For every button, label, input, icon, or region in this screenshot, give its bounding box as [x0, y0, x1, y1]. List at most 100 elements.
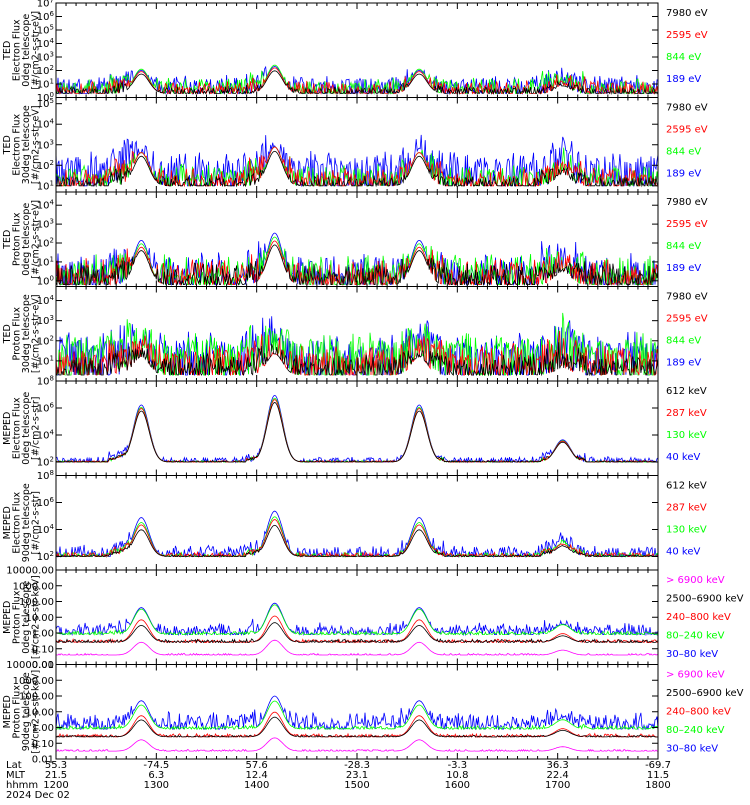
- panel-5-ylabel-line: Electron Flux: [12, 397, 23, 459]
- panel-7-series-black: [56, 622, 658, 644]
- panel-6-ytick-label: 108: [37, 469, 54, 482]
- panel-1-ytick-label: 107: [37, 0, 54, 10]
- panel-7-ylabel-line: [#/cm2-s-str-keV]: [31, 575, 42, 659]
- panel-1-legend-entry: 189 eV: [666, 74, 701, 85]
- panel-5-legend-entry: 40 keV: [666, 452, 700, 463]
- panel-7-legend-entry: 2500–6900 keV: [666, 594, 744, 605]
- panel-4-ylabel-line: 30deg telescope: [21, 294, 32, 373]
- footer-mlt-tick-label: 10.8: [446, 770, 468, 781]
- panel-7-series-magenta: [56, 639, 658, 656]
- panel-4-ylabel-line: Proton Flux: [12, 307, 23, 361]
- panel-2-legend-entry: 2595 eV: [666, 125, 708, 136]
- panel-5-ytick-label: 102: [37, 456, 54, 469]
- footer-date-label: 2024 Dec 02: [6, 790, 70, 800]
- panel-8-legend-entry: 2500–6900 keV: [666, 688, 744, 699]
- panel-3-ylabel-line: 0deg telescope: [21, 203, 32, 276]
- footer-mlt-tick-label: 11.5: [647, 770, 669, 781]
- panel-8-series-green: [56, 700, 658, 731]
- panel-1-ylabel-line: 0deg telescope: [21, 14, 32, 87]
- panel-6-frame: [55, 475, 659, 571]
- panel-2-ytick-label: 103: [37, 138, 54, 151]
- panel-7-legend-entry: 30–80 keV: [666, 649, 718, 660]
- panel-3-legend-entry: 189 eV: [666, 263, 701, 274]
- footer-time-tick-label: 1700: [545, 780, 570, 791]
- panel-2-series-blue: [56, 134, 658, 188]
- panel-7-ytick-label: 10.00: [25, 613, 54, 624]
- panel-3-ytick-label: 104: [37, 199, 55, 212]
- footer-time-tick-label: 1800: [645, 780, 670, 791]
- panel-2-ylabel-line: [#/cm2-s-str-eV]: [31, 105, 42, 184]
- panel-6-series-black: [56, 524, 658, 558]
- panel-6-legend-entry: 40 keV: [666, 547, 700, 558]
- panel-2-ylabel-line: Electron Flux: [12, 114, 23, 176]
- panel-8-ytick-label: 0.10: [32, 739, 54, 750]
- panel-2-legend-entry: 844 eV: [666, 147, 701, 158]
- panel-7-series-green: [56, 604, 658, 636]
- panel-8-ytick-label: 0.01: [32, 755, 54, 766]
- panel-3-legend-entry: 7980 eV: [666, 197, 708, 208]
- footer-mlt-tick-label: 22.4: [547, 770, 569, 781]
- panel-7-ytick-label: 1.00: [32, 629, 54, 640]
- panel-5-legend-entry: 130 keV: [666, 430, 707, 441]
- panel-1-ytick-label: 104: [37, 37, 55, 50]
- panel-5-ylabel-line: [#/cm2-s-str]: [31, 397, 42, 460]
- panel-1-ylabel-line: [#/cm2-s-str-eV]: [31, 11, 42, 90]
- panel-8-legend-entry: 240–800 keV: [666, 707, 731, 718]
- panel-1-ytick-label: 101: [37, 78, 54, 91]
- panel-4-ytick-label: 101: [37, 354, 54, 367]
- panel-7-ytick-label: 10000.00: [6, 566, 54, 577]
- panel-6-ylabel-line: Electron Flux: [12, 492, 23, 554]
- panel-4-ytick-label: 104: [37, 294, 55, 307]
- footer-axis: Lat MLT hhmm 2024 Dec 02 55.3 -74.5 57.6 -2…: [6, 760, 671, 801]
- panel-4-ylabel-line: [#/cm2-s-str-eV]: [31, 294, 42, 373]
- footer-time-tick-label: 1200: [43, 780, 68, 791]
- panel-8-ytick-label: 10.00: [25, 707, 54, 718]
- footer-mlt-tick-label: 21.5: [45, 770, 67, 781]
- panel-1-ytick-label: 103: [37, 51, 54, 64]
- footer-time-tick-label: 1500: [344, 780, 369, 791]
- panel-7-series-blue: [56, 602, 658, 637]
- panel-4-ytick-label: 103: [37, 314, 54, 327]
- panel-2-ytick-label: 104: [37, 118, 55, 131]
- footer-lat-tick-label: 57.6: [246, 760, 268, 771]
- panel-7-ylabel-line: 0deg telescope: [21, 581, 32, 654]
- footer-mlt-tick-label: 12.4: [246, 770, 268, 781]
- panel-1-legend-entry: 2595 eV: [666, 30, 708, 41]
- panel-1-legend-entry: 844 eV: [666, 52, 701, 63]
- panel-5-ytick-label: 106: [37, 402, 55, 415]
- panel-6-series-blue: [56, 510, 658, 559]
- panel-2-series-black: [56, 150, 658, 188]
- footer-mlt-tick-label: 6.3: [148, 770, 164, 781]
- panel-3-ytick-label: 103: [37, 218, 54, 231]
- panel-5-ytick-label: 104: [37, 429, 55, 442]
- panel-5-series-blue: [56, 394, 658, 464]
- panel-5-legend-entry: 612 keV: [666, 386, 707, 397]
- panel-8-ylabel-line: Proton Flux: [12, 685, 23, 739]
- panel-2-ylabel-line: TED: [2, 135, 13, 155]
- panel-5-ylabel-line: MEPED: [2, 412, 13, 445]
- panel-6-ytick-label: 106: [37, 496, 55, 509]
- panel-3-ylabel-line: [#/cm2-s-str-eV]: [31, 200, 42, 279]
- panel-8-ylabel-line: [#/cm2-s-str-keV]: [31, 670, 42, 754]
- panel-8-series-blue: [56, 695, 658, 731]
- panel-4-series-red: [56, 330, 658, 377]
- panel-8-frame: [55, 664, 659, 760]
- panel-7-legend-entry: 240–800 keV: [666, 612, 731, 623]
- panel-2-ytick-label: 102: [37, 159, 54, 172]
- panel-2-ytick-label: 105: [37, 97, 54, 110]
- panel-5-series-green: [56, 397, 658, 463]
- panel-4-legend-entry: 189 eV: [666, 358, 701, 369]
- footer-time-tick-label: 1600: [445, 780, 470, 791]
- panel-1-ytick-label: 100: [37, 91, 54, 104]
- panel-3-series-black: [56, 244, 658, 287]
- panel-1-ytick-label: 105: [37, 24, 54, 37]
- panel-6-legend-entry: 287 keV: [666, 503, 707, 514]
- panel-2-ylabel-line: 30deg telescope: [21, 105, 32, 184]
- panel-6-ylabel-line: 90deg telescope: [21, 483, 32, 562]
- footer-time-tick-label: 1400: [244, 780, 269, 791]
